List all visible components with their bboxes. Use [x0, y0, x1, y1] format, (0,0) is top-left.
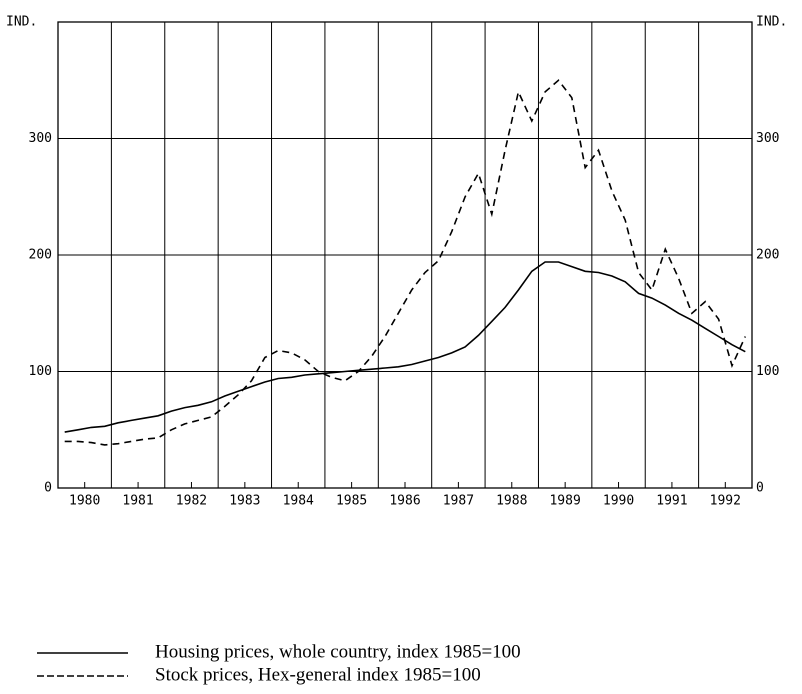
x-tick-label: 1983 — [229, 494, 260, 509]
x-tick-label: 1984 — [283, 494, 314, 509]
y2-axis-label: IND. — [756, 15, 787, 30]
x-tick-label: 1988 — [496, 494, 527, 509]
x-tick-label: 1992 — [710, 494, 741, 509]
y2-tick-label: 100 — [756, 364, 779, 379]
y-tick-label: 300 — [29, 131, 52, 146]
y-axis-label: IND. — [6, 15, 37, 30]
x-tick-label: 1986 — [389, 494, 420, 509]
x-tick-label: 1982 — [176, 494, 207, 509]
x-tick-label: 1981 — [122, 494, 153, 509]
x-tick-label: 1990 — [603, 494, 634, 509]
y2-tick-label: 200 — [756, 248, 779, 263]
legend-label: Housing prices, whole country, index 198… — [155, 641, 521, 662]
y-tick-label: 200 — [29, 248, 52, 263]
x-tick-label: 1989 — [549, 494, 580, 509]
y2-tick-label: 300 — [756, 131, 779, 146]
y-tick-label: 100 — [29, 364, 52, 379]
series-line — [64, 261, 746, 433]
y-tick-label: 0 — [44, 481, 52, 496]
x-tick-label: 1991 — [656, 494, 687, 509]
legend-label: Stock prices, Hex-general index 1985=100 — [155, 664, 481, 685]
x-tick-label: 1987 — [443, 494, 474, 509]
y2-tick-label: 0 — [756, 481, 764, 496]
x-tick-label: 1980 — [69, 494, 100, 509]
x-tick-label: 1985 — [336, 494, 367, 509]
series-line — [64, 79, 747, 446]
